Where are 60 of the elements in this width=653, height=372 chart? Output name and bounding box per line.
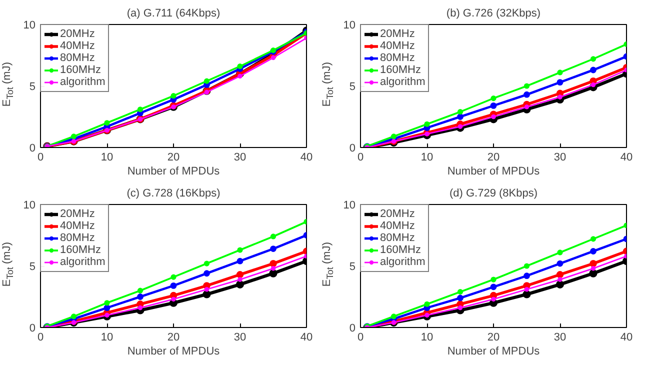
- x-tick-label: 40: [300, 152, 313, 164]
- y-tick-label: 5: [349, 261, 356, 273]
- legend-label: 80MHz: [380, 52, 415, 64]
- x-tick-label: 10: [420, 152, 434, 164]
- chart-title: (d) G.729 (8Kbps): [449, 188, 538, 200]
- legend-label: 40MHz: [380, 220, 415, 232]
- x-tick-label: 30: [234, 332, 246, 344]
- x-tick-label: 0: [357, 152, 364, 164]
- legend-label: 160MHz: [60, 64, 101, 76]
- x-tick-label: 30: [554, 152, 566, 164]
- legend-label: 160MHz: [380, 64, 421, 76]
- y-tick-label: 5: [349, 81, 356, 93]
- legend-label: 160MHz: [60, 244, 101, 256]
- x-axis-title: Number of MPDUs: [447, 166, 540, 178]
- legend-label: algorithm: [380, 76, 426, 88]
- legend-label: 40MHz: [380, 40, 415, 52]
- legend-label: 40MHz: [60, 220, 95, 232]
- x-tick-label: 20: [487, 152, 500, 164]
- legend-label: algorithm: [380, 256, 426, 268]
- y-tick-label: 0: [29, 322, 36, 334]
- x-axis-title: Number of MPDUs: [127, 166, 220, 178]
- x-tick-label: 40: [620, 152, 633, 164]
- x-tick-label: 20: [167, 332, 180, 344]
- x-axis-title: Number of MPDUs: [127, 346, 220, 358]
- y-tick-label: 0: [29, 142, 36, 154]
- legend-label: 160MHz: [380, 244, 421, 256]
- x-tick-label: 30: [234, 152, 246, 164]
- x-tick-label: 30: [554, 332, 566, 344]
- legend-label: algorithm: [60, 76, 106, 88]
- y-tick-label: 5: [29, 81, 36, 93]
- legend-label: 80MHz: [60, 232, 95, 244]
- x-tick-label: 10: [100, 152, 114, 164]
- x-tick-label: 0: [37, 152, 44, 164]
- y-tick-label: 10: [23, 20, 36, 32]
- legend-label: 80MHz: [380, 232, 415, 244]
- x-tick-label: 40: [620, 332, 633, 344]
- x-tick-label: 40: [300, 332, 313, 344]
- x-tick-label: 0: [37, 332, 44, 344]
- x-tick-label: 10: [100, 332, 114, 344]
- legend-label: 20MHz: [60, 28, 95, 40]
- y-tick-label: 10: [343, 20, 356, 32]
- x-tick-label: 20: [167, 152, 180, 164]
- legend-label: 80MHz: [60, 52, 95, 64]
- x-tick-label: 20: [487, 332, 500, 344]
- legend-label: 20MHz: [380, 208, 415, 220]
- y-tick-label: 5: [29, 261, 36, 273]
- y-tick-label: 10: [343, 200, 356, 212]
- legend-label: algorithm: [60, 256, 106, 268]
- x-tick-label: 10: [420, 332, 434, 344]
- legend-label: 40MHz: [60, 40, 95, 52]
- y-tick-label: 0: [349, 142, 356, 154]
- chart-title: (c) G.728 (16Kbps): [126, 188, 220, 200]
- legend-label: 20MHz: [380, 28, 415, 40]
- x-tick-label: 0: [357, 332, 364, 344]
- legend-label: 20MHz: [60, 208, 95, 220]
- y-tick-label: 0: [349, 322, 356, 334]
- chart-title: (b) G.726 (32Kbps): [446, 8, 541, 20]
- chart-title: (a) G.711 (64Kbps): [126, 8, 220, 20]
- y-tick-label: 10: [23, 200, 36, 212]
- x-axis-title: Number of MPDUs: [447, 346, 540, 358]
